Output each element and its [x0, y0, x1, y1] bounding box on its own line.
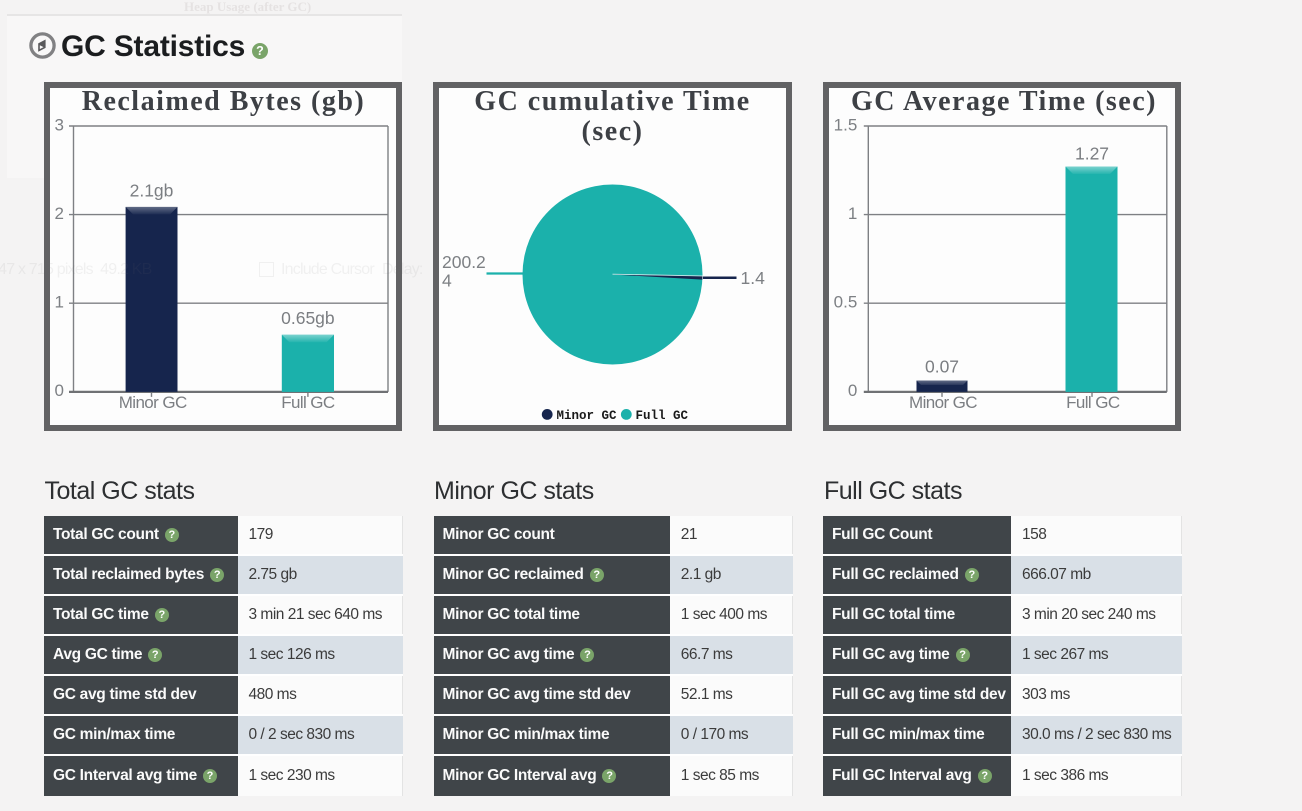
svg-text:200.2: 200.2: [442, 252, 486, 272]
svg-text:GC Average Time (sec): GC Average Time (sec): [851, 86, 1157, 117]
svg-text:(sec): (sec): [582, 116, 644, 147]
svg-text:3: 3: [54, 116, 63, 135]
svg-text:0: 0: [848, 381, 857, 400]
svg-text:Full GC: Full GC: [281, 393, 335, 412]
svg-text:0.07: 0.07: [925, 356, 959, 376]
svg-text:1: 1: [54, 293, 63, 312]
svg-text:1: 1: [848, 204, 857, 223]
svg-text:2: 2: [54, 204, 63, 223]
svg-text:GC cumulative Time: GC cumulative Time: [474, 86, 750, 117]
svg-text:1.4: 1.4: [741, 268, 766, 288]
svg-text:Reclaimed Bytes (gb): Reclaimed Bytes (gb): [81, 86, 365, 117]
svg-text:1.5: 1.5: [833, 116, 857, 135]
svg-text:Minor GC: Minor GC: [909, 393, 977, 412]
svg-text:0.65gb: 0.65gb: [281, 308, 335, 328]
svg-text:Full GC: Full GC: [1066, 393, 1120, 412]
svg-text:Minor GC: Minor GC: [118, 393, 186, 412]
svg-text:0: 0: [54, 381, 63, 400]
svg-text:1.27: 1.27: [1075, 143, 1109, 163]
svg-text:Minor GC: Minor GC: [557, 409, 618, 423]
svg-text:2.1gb: 2.1gb: [129, 180, 173, 200]
svg-text:Full GC: Full GC: [636, 409, 689, 423]
svg-text:4: 4: [442, 271, 452, 291]
svg-text:0.5: 0.5: [833, 293, 857, 312]
